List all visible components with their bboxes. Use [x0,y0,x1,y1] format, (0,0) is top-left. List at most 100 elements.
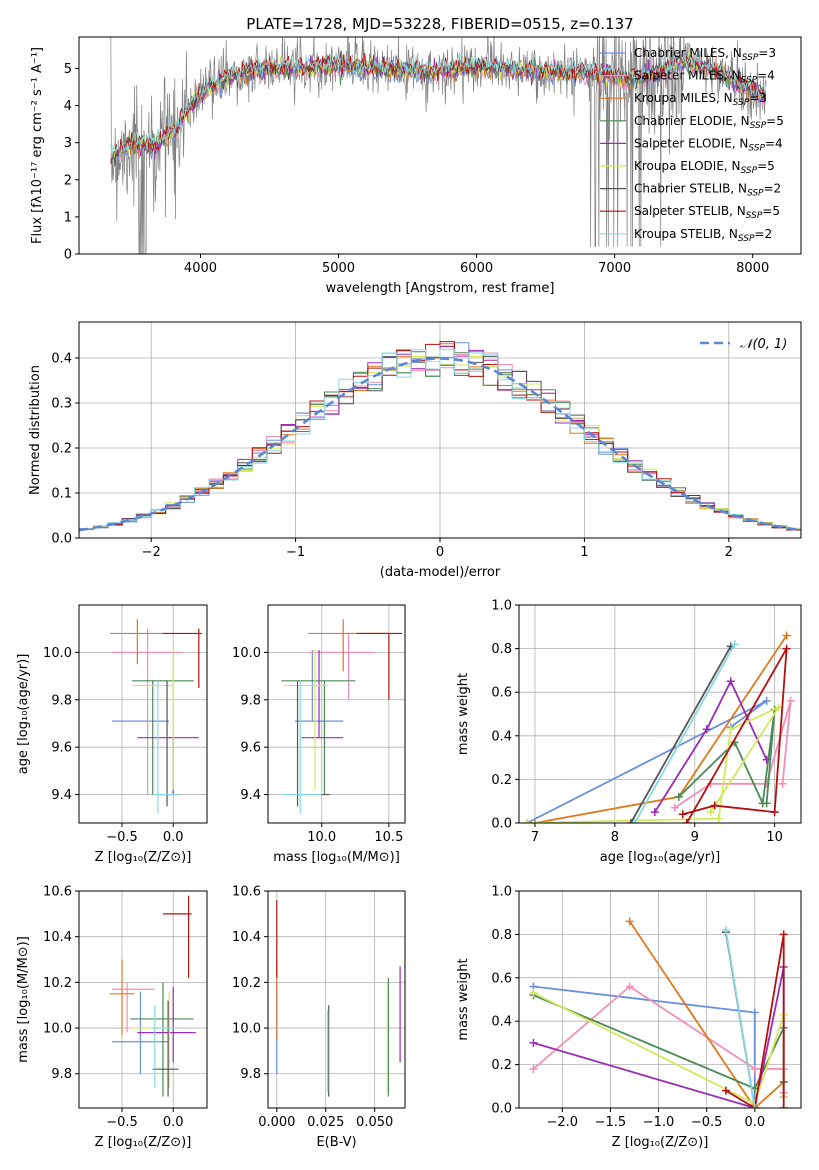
legend-subscript: SSP [741,76,758,86]
y-tick-label: 0.4 [491,729,512,744]
panel-age-vs-mass: 10.0 10.5 9.4 9.6 9.8 10.0 mass [log₁₀(M/M⊙)] [232,604,406,865]
series-marker [778,779,787,788]
series-line [534,634,788,823]
y-axis-label: mass weight [456,958,471,1040]
legend-suffix: =3 [749,91,767,105]
series-marker [529,1064,538,1073]
legend-suffix: =2 [754,227,772,241]
x-axis-label: wavelength [Angstrom, rest frame] [326,281,555,296]
x-axis-label: (data-model)/error [380,565,501,580]
errorbar-point [162,628,202,688]
series-marker [626,819,635,823]
series-marker [630,819,639,823]
y-tick-label: 9.4 [51,788,72,803]
y-axis-label: age [log₁₀(age/yr)] [16,654,31,775]
x-tick-label: 2 [725,545,733,560]
plot-area [522,631,795,823]
legend-suffix: =5 [757,159,775,173]
errorbar-point [109,619,163,665]
y-tick-label: 1.0 [491,885,512,900]
series-line [725,934,785,1108]
y-tick-label: 2 [64,173,72,188]
normal-curve [79,357,801,532]
y-tick-label: 0.2 [491,773,512,788]
series-marker [706,808,715,817]
x-tick-label: 4000 [184,261,217,276]
legend-entry: Kroupa STELIB, NSSP=2 [634,227,772,244]
plot-area [109,619,202,814]
y-tick-label: 0.0 [51,532,72,547]
y-tick-label: 1.0 [491,599,512,614]
y-tick-label: 10.0 [43,1022,72,1037]
series-marker [782,644,791,653]
x-tick-label: 0 [436,545,444,560]
legend-label: Kroupa MILES, N [634,91,733,105]
axes-frame: −2.0 −1.5 −1.0 −0.5 0.0 0.0 0.2 0.4 0.6 0.8 1.0 Z [… [456,885,802,1150]
y-tick-label: 10.0 [232,646,261,661]
series-line [634,643,736,823]
x-tick-label: 8 [611,830,619,845]
axes-frame: −0.5 0.0 9.8 10.0 10.2 10.4 10.6 Z [log₁₀(Z/Z⊙)… [16,885,208,1150]
series-marker [710,801,719,810]
y-tick-label: 0.8 [491,928,512,943]
y-tick-label: 0.3 [51,397,72,412]
series-line [654,679,768,813]
y-tick-label: 10.6 [232,885,261,900]
y-tick-label: 9.8 [51,693,72,708]
x-tick-label: −1.0 [643,1115,675,1130]
series-marker [770,808,779,817]
x-tick-label: 0.0 [163,1115,184,1130]
x-tick-label: 0.050 [356,1115,393,1130]
series-marker [762,779,771,788]
series-marker [774,703,783,712]
legend-subscript: SSP [738,234,755,244]
legend-label: Chabrier ELODIE, N [634,114,750,128]
legend-label: Chabrier STELIB, N [634,182,747,196]
x-tick-label: 8000 [736,261,769,276]
x-tick-label: −2.0 [547,1115,579,1130]
y-tick-label: 1 [64,210,72,225]
x-tick-label: −2 [142,545,161,560]
panel-residual-distribution: −2 −1 0 1 2 0.0 0.1 0.2 0.3 0.4 (data-model)/error… [28,321,802,580]
legend-label: Chabrier MILES, N [634,46,742,60]
x-tick-label: 10.5 [374,830,403,845]
x-tick-label: 0.025 [307,1115,344,1130]
legend-suffix: =3 [758,46,776,60]
legend-entry: Salpeter MILES, NSSP=4 [634,69,775,86]
series-marker [678,810,687,819]
series-marker [750,1064,759,1073]
legend-subscript: SSP [746,211,763,221]
legend-entry: Chabrier ELODIE, NSSP=5 [634,114,784,131]
x-axis-label: age [log₁₀(age/yr)] [600,850,721,865]
x-tick-label: 10 [766,830,783,845]
errorbar-point [281,680,322,814]
x-tick-label: −0.5 [106,830,138,845]
errorbar-point [152,1005,179,1088]
series-marker [522,819,531,823]
series-marker [702,725,711,734]
legend-subscript: SSP [741,166,758,176]
panel-mass-vs-metallicity: −0.5 0.0 9.8 10.0 10.2 10.4 10.6 Z [log₁₀(Z/Z⊙)… [16,885,208,1150]
x-tick-label: 9 [691,830,699,845]
series-marker [529,988,538,997]
series-line [725,929,756,1108]
errorbar-point [152,680,179,814]
errorbar-point [356,632,403,700]
panel-mass-vs-ebv: 0.000 0.025 0.050 9.8 10.0 10.2 10.4 10.6 E(B-V) [232,885,406,1150]
legend-entry: Chabrier STELIB, NSSP=2 [634,182,781,199]
axes-frame: 10.0 10.5 9.4 9.6 9.8 10.0 mass [log₁₀(M/M⊙)] [232,604,406,865]
series-marker [779,930,788,939]
errorbar-point [162,895,192,978]
x-axis-label: Z [log₁₀(Z/Z⊙)] [95,1135,192,1150]
series-marker [721,1086,730,1095]
panel-mass-weight-vs-age: 7 8 9 10 0.0 0.2 0.4 0.6 0.8 1.0 age [log₁₀(age/yr… [456,599,802,865]
series-marker [674,792,683,801]
axes-frame: 4000 5000 6000 7000 8000 0 1 2 3 4 5 wavelength [An… [30,36,802,296]
legend-suffix: =5 [766,114,784,128]
series-marker [529,1038,538,1047]
y-tick-label: 9.8 [51,1067,72,1082]
x-axis-label: E(B-V) [316,1135,356,1150]
panel-age-vs-metallicity: −0.5 0.0 9.4 9.6 9.8 10.0 Z [log₁₀(Z/Z⊙)] age [… [16,604,208,865]
series-line [630,645,732,823]
series-marker [670,803,679,812]
